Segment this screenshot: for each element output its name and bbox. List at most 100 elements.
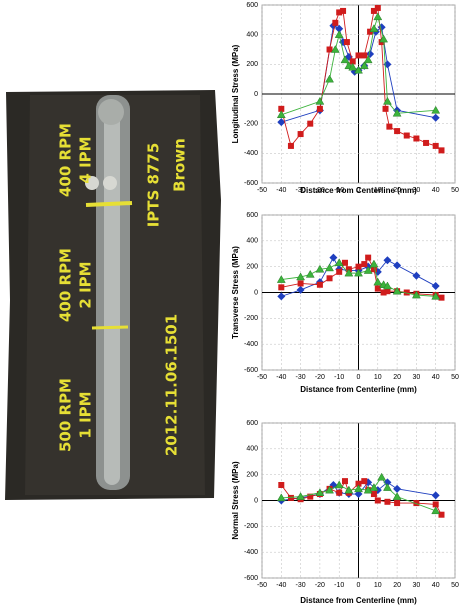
point bbox=[403, 289, 410, 296]
point bbox=[438, 294, 445, 301]
point bbox=[329, 253, 338, 262]
keyhole bbox=[98, 99, 124, 125]
point bbox=[431, 282, 440, 291]
point bbox=[340, 7, 347, 14]
x-tick-label: -40 bbox=[276, 582, 286, 589]
point bbox=[276, 275, 286, 283]
point bbox=[278, 105, 285, 112]
y-tick-label: -400 bbox=[244, 549, 258, 556]
point bbox=[344, 268, 354, 277]
point bbox=[296, 272, 306, 281]
point bbox=[394, 500, 401, 507]
mark bbox=[85, 201, 133, 207]
point bbox=[383, 281, 392, 290]
x-tick-label: 40 bbox=[432, 187, 440, 194]
x-tick-label: 20 bbox=[393, 582, 401, 589]
point bbox=[374, 497, 381, 504]
point bbox=[411, 290, 421, 299]
point bbox=[392, 286, 402, 295]
point bbox=[277, 292, 286, 301]
point bbox=[334, 258, 344, 267]
point bbox=[278, 482, 285, 488]
point bbox=[344, 485, 354, 494]
y-axis-label: Longitudinal Stress (MPa) bbox=[231, 44, 240, 143]
annotation: 2012.11.06.1501 bbox=[163, 314, 181, 456]
point bbox=[297, 131, 304, 138]
point bbox=[431, 113, 440, 122]
mark bbox=[91, 325, 129, 330]
x-tick-label: 10 bbox=[374, 187, 382, 194]
point bbox=[287, 494, 294, 501]
point bbox=[341, 478, 348, 485]
series-line bbox=[281, 262, 436, 297]
point bbox=[382, 105, 389, 112]
y-tick-label: 600 bbox=[246, 2, 258, 9]
y-tick-label: 600 bbox=[246, 212, 258, 219]
x-tick-label: 30 bbox=[413, 374, 421, 381]
point bbox=[361, 261, 368, 268]
point bbox=[363, 55, 373, 64]
y-tick-label: -600 bbox=[244, 367, 258, 374]
point bbox=[326, 46, 333, 53]
point bbox=[330, 44, 340, 53]
x-axis-label: Distance from Centerline (mm) bbox=[300, 385, 417, 394]
x-tick-label: -20 bbox=[315, 374, 325, 381]
y-tick-label: 0 bbox=[254, 497, 258, 504]
x-tick-label: 50 bbox=[451, 374, 459, 381]
point bbox=[305, 269, 315, 278]
point bbox=[438, 147, 445, 154]
y-tick-label: 400 bbox=[246, 32, 258, 39]
point bbox=[341, 259, 348, 266]
point bbox=[316, 105, 323, 112]
point bbox=[307, 493, 314, 500]
point bbox=[413, 135, 420, 142]
point bbox=[386, 123, 393, 130]
point bbox=[370, 7, 377, 14]
chart: -50 -40 -30 -20 -10 0 10 20 30 40 50 -600 -400 -200 0 2… bbox=[231, 2, 459, 195]
point bbox=[403, 132, 410, 139]
point bbox=[278, 284, 285, 291]
point bbox=[349, 58, 356, 65]
y-tick-label: -600 bbox=[244, 575, 258, 582]
y-tick-label: 200 bbox=[246, 472, 258, 479]
point bbox=[384, 288, 391, 295]
point bbox=[277, 118, 286, 127]
y-tick-label: -200 bbox=[244, 315, 258, 322]
chart: -50 -40 -30 -20 -10 0 10 20 30 40 50 -600 -400 -200 0 2… bbox=[231, 420, 459, 605]
x-tick-label: -50 bbox=[257, 582, 267, 589]
point bbox=[354, 484, 363, 493]
point bbox=[276, 110, 286, 119]
x-tick-label: 50 bbox=[451, 582, 459, 589]
weld-highlight bbox=[104, 100, 120, 485]
annotation: 4 IPM bbox=[77, 136, 95, 183]
y-axis-label: Normal Stress (MPa) bbox=[231, 461, 240, 540]
point bbox=[393, 261, 402, 270]
x-tick-label: -20 bbox=[315, 187, 325, 194]
annotation: 400 RPM bbox=[57, 123, 75, 197]
point bbox=[384, 498, 391, 505]
point bbox=[326, 275, 333, 282]
point bbox=[431, 105, 441, 114]
y-axis-label: Transverse Stress (MPa) bbox=[231, 246, 240, 339]
x-tick-label: -40 bbox=[276, 187, 286, 194]
point bbox=[379, 34, 389, 43]
point bbox=[377, 472, 387, 481]
point bbox=[383, 256, 392, 265]
point bbox=[361, 478, 368, 485]
point bbox=[355, 480, 362, 487]
point bbox=[348, 62, 358, 71]
bolt bbox=[85, 176, 99, 190]
x-axis-label: Distance from Centerline (mm) bbox=[300, 186, 417, 195]
y-tick-label: 400 bbox=[246, 446, 258, 453]
x-tick-label: -50 bbox=[257, 187, 267, 194]
annotation: 1 IPM bbox=[77, 391, 95, 438]
point bbox=[383, 96, 392, 105]
point bbox=[315, 264, 325, 273]
point bbox=[392, 492, 402, 500]
x-tick-label: 40 bbox=[432, 582, 440, 589]
x-tick-label: 50 bbox=[451, 187, 459, 194]
x-tick-label: -50 bbox=[257, 374, 267, 381]
point bbox=[383, 483, 392, 491]
point bbox=[296, 285, 305, 294]
